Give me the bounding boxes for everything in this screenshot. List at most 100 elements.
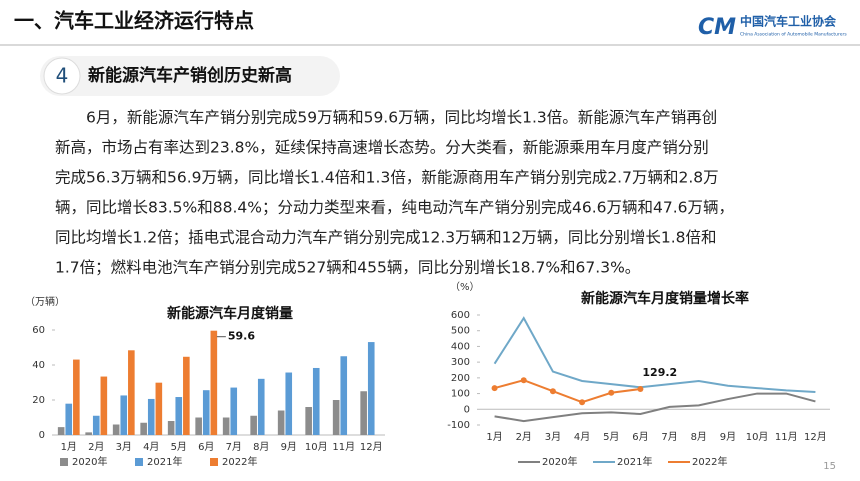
body-line: 1.7倍；燃料电池汽车产销分别完成527辆和455辆，同比分别增长18.7%和6… <box>55 259 640 277</box>
chart-title: 新能源汽车月度销量 <box>167 305 293 322</box>
bar <box>155 382 163 435</box>
x-tick-label: 9月 <box>720 431 736 443</box>
legend-label: 2021年 <box>147 455 182 468</box>
bar <box>250 415 257 435</box>
bar <box>305 407 312 435</box>
x-tick-label: 2月 <box>88 441 104 453</box>
x-tick-label: 5月 <box>171 441 187 453</box>
y-tick-label: 300 <box>451 357 470 368</box>
line-marker <box>520 377 527 384</box>
x-tick-label: 4月 <box>574 431 590 443</box>
bar <box>85 432 92 435</box>
annotation: 59.6 <box>228 330 255 343</box>
body-line: 新高，市场占有率达到23.8%，延续保持高速增长态势。分大类看，新能源乘用车月度… <box>55 139 709 157</box>
body-text: 6月，新能源汽车产销分别完成59万辆和59.6万辆，同比均增长1.3倍。新能源汽… <box>55 109 734 277</box>
y-axis-label: （万辆） <box>25 295 65 308</box>
body-line: 同比均增长1.2倍；插电式混合动力汽车产销分别完成12.3万辆和12万辆，同比分… <box>55 229 717 247</box>
x-tick-label: 9月 <box>281 441 297 453</box>
x-tick-label: 6月 <box>632 431 648 443</box>
body-line: 6月，新能源汽车产销分别完成59万辆和59.6万辆，同比均增长1.3倍。新能源汽… <box>86 109 717 127</box>
chart-title: 新能源汽车月度销量增长率 <box>581 290 749 307</box>
bar <box>183 356 190 435</box>
x-tick-label: 10月 <box>305 441 328 453</box>
x-tick-label: 8月 <box>691 431 707 443</box>
x-tick-label: 8月 <box>253 441 269 453</box>
bar <box>230 387 238 435</box>
y-tick-label: 400 <box>451 341 470 352</box>
legend-label: 2022年 <box>222 455 257 468</box>
x-tick-label: 6月 <box>198 441 214 453</box>
x-tick-label: 1月 <box>61 441 77 453</box>
line-series <box>494 392 816 423</box>
x-tick-label: 5月 <box>603 431 619 443</box>
bar <box>73 359 80 435</box>
line-marker <box>491 385 498 392</box>
bar <box>112 424 120 435</box>
bar <box>92 415 100 435</box>
bar <box>332 400 340 435</box>
bar <box>222 417 230 435</box>
header-title: 一、汽车工业经济运行特点 <box>14 9 254 33</box>
bar <box>128 350 135 435</box>
bar <box>340 356 348 435</box>
legend-swatch <box>210 458 218 466</box>
y-tick-label: 0 <box>464 404 470 415</box>
line-marker <box>579 399 586 406</box>
header-rule <box>0 44 860 46</box>
x-tick-label: 12月 <box>360 441 383 453</box>
bar <box>367 342 375 435</box>
x-tick-label: 2月 <box>516 431 532 443</box>
bar <box>360 391 367 435</box>
y-tick-label: 600 <box>451 310 470 321</box>
section-circle <box>43 57 81 95</box>
bar <box>257 378 265 435</box>
logo-cn: 中国汽车工业协会 <box>740 14 837 29</box>
bar <box>312 367 320 435</box>
line-series <box>493 316 816 393</box>
body-line: 完成56.3万辆和56.9万辆，同比增长1.4倍和1.3倍，新能源商用车产销分别… <box>55 169 719 187</box>
legend-label: 2020年 <box>72 455 107 468</box>
y-tick-label: 40 <box>32 360 45 371</box>
bar <box>65 403 73 435</box>
page-number: 15 <box>823 461 836 472</box>
x-tick-label: 11月 <box>332 441 355 453</box>
bar <box>210 330 218 435</box>
bar <box>140 422 147 435</box>
line-marker <box>549 388 556 395</box>
section-title: 新能源汽车产销创历史新高 <box>88 65 292 86</box>
bar <box>100 376 108 435</box>
y-tick-label: 20 <box>32 395 45 406</box>
x-tick-label: 12月 <box>804 431 827 443</box>
line-marker <box>637 385 644 392</box>
bar <box>202 390 210 435</box>
x-tick-label: 11月 <box>775 431 798 443</box>
x-tick-label: 3月 <box>116 441 132 453</box>
bar <box>167 421 175 435</box>
bar <box>57 427 65 435</box>
section-band <box>40 56 340 96</box>
body-line: 辆，同比增长83.5%和88.4%；分动力类型来看，纯电动汽车产销分别完成46.… <box>55 199 734 217</box>
y-tick-label: 100 <box>451 389 470 400</box>
bar <box>195 417 202 435</box>
section-number: 4 <box>56 64 69 88</box>
y-tick-label: -100 <box>447 420 470 431</box>
x-tick-label: 4月 <box>143 441 159 453</box>
logo-mark: CM <box>698 15 736 40</box>
logo-en: China Association of Automobile Manufact… <box>740 32 847 38</box>
bar <box>277 410 285 435</box>
bar <box>285 372 293 435</box>
x-tick-label: 3月 <box>545 431 561 443</box>
bar <box>147 398 155 435</box>
x-tick-label: 7月 <box>661 431 677 443</box>
x-tick-label: 10月 <box>746 431 769 443</box>
legend-label: 2021年 <box>617 455 652 468</box>
line-series <box>494 379 641 404</box>
y-axis-label: （%） <box>450 281 480 293</box>
bar <box>175 397 183 435</box>
legend-swatch <box>60 458 68 466</box>
legend-swatch <box>135 458 143 466</box>
x-tick-label: 7月 <box>226 441 242 453</box>
y-tick-label: 60 <box>32 325 45 336</box>
x-tick-label: 1月 <box>486 431 502 443</box>
y-tick-label: 500 <box>451 326 470 337</box>
